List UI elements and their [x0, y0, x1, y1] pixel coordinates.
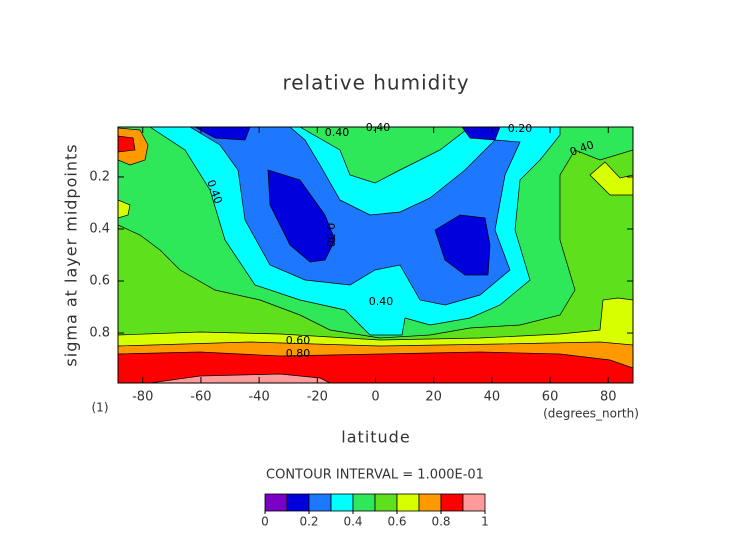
x-tick-label: -20 — [307, 390, 328, 405]
colorbar-cell — [330, 493, 354, 512]
contour-band — [118, 135, 136, 153]
chart-title: relative humidity — [282, 71, 469, 95]
colorbar-cell — [396, 493, 420, 512]
plot-area: 0.400.40 0.400.400.400.200.300.600.80 — [117, 121, 634, 384]
y-tick-label: 0.4 — [89, 221, 110, 236]
x-units: (degrees_north) — [543, 407, 639, 421]
contour-label: 0.60 — [286, 334, 311, 347]
colorbar-cell — [462, 493, 486, 512]
colorbar-tick-label: 0.4 — [343, 515, 362, 529]
x-tick-label: -80 — [132, 390, 153, 405]
contour-label: 0.40 — [369, 295, 394, 308]
x-tick-label: 80 — [600, 390, 617, 405]
colorbar-tick-label: 0.2 — [299, 515, 318, 529]
colorbar-tick-label: 0 — [261, 515, 269, 529]
x-tick-label: 20 — [425, 390, 442, 405]
y-axis-title: sigma at layer midpoints — [62, 143, 81, 366]
contour-band — [194, 127, 251, 141]
x-tick-label: 40 — [484, 390, 501, 405]
contour-label: 0.30 — [324, 223, 337, 248]
colorbar-cell — [286, 493, 310, 512]
contour-band — [149, 373, 331, 383]
colorbar-cell — [374, 493, 398, 512]
x-tick-label: 0 — [371, 390, 379, 405]
x-tick-label: -60 — [190, 390, 211, 405]
x-tick-label: 60 — [542, 390, 559, 405]
contour-band — [267, 169, 336, 263]
colorbar-cell — [418, 493, 442, 512]
contour-band — [461, 127, 501, 141]
contour-fills — [118, 127, 633, 383]
y-tick-label: 0.8 — [89, 326, 110, 341]
contour-band — [589, 161, 633, 196]
corner-label: (1) — [92, 401, 109, 415]
colorbar-cell — [352, 493, 376, 512]
colorbar-cell — [264, 493, 288, 512]
contour-band — [118, 199, 131, 219]
colorbar-tick-label: 0.6 — [387, 515, 406, 529]
colorbar-cell — [440, 493, 464, 512]
y-tick-label: 0.6 — [89, 274, 110, 289]
contour-note: CONTOUR INTERVAL = 1.000E-01 — [266, 468, 484, 483]
x-tick-label: -40 — [248, 390, 269, 405]
colorbar-cell — [308, 493, 332, 512]
contour-label: 0.40 — [325, 126, 350, 139]
contour-label: 0.20 — [508, 122, 533, 135]
y-tick-label: 0.2 — [89, 169, 110, 184]
x-axis-title: latitude — [341, 428, 410, 447]
contour-label: 0.80 — [286, 347, 311, 360]
contour-band — [434, 214, 491, 276]
colorbar-tick-label: 1 — [481, 515, 489, 529]
colorbar-tick-label: 0.8 — [431, 515, 450, 529]
